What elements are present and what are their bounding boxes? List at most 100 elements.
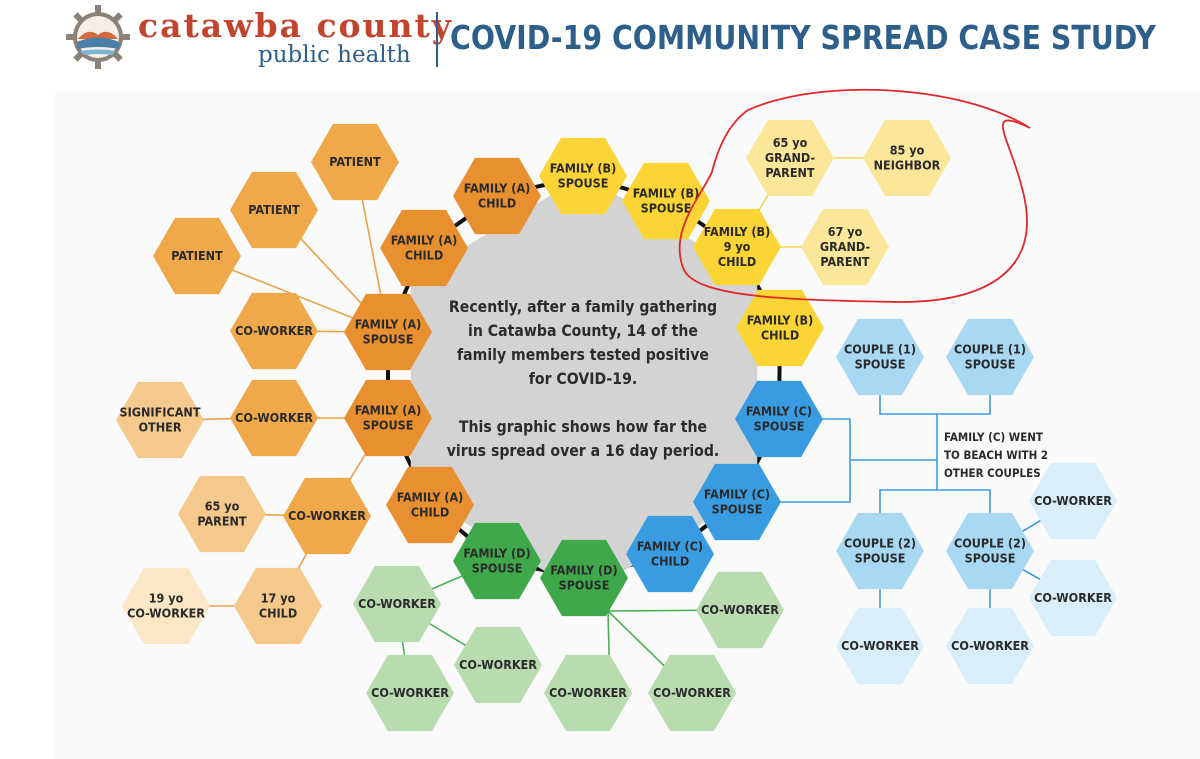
node-label: 65 yo xyxy=(205,499,240,514)
node-label: CO-WORKER xyxy=(235,410,313,425)
node-label: COUPLE (2) xyxy=(954,536,1026,551)
node-pat1: PATIENT xyxy=(311,123,399,201)
node-label: FAMILY (D) xyxy=(550,563,617,578)
node-cw_a1: CO-WORKER xyxy=(230,292,318,370)
node-label: CO-WORKER xyxy=(288,508,366,523)
node-label: SPOUSE xyxy=(712,502,763,517)
node-cw_g5: CO-WORKER xyxy=(544,654,632,732)
node-label: FAMILY (B) xyxy=(747,313,813,328)
node-label: SPOUSE xyxy=(855,551,906,566)
hexagon xyxy=(746,119,834,197)
node-cw_b3: CO-WORKER xyxy=(836,607,924,685)
node-c2b: COUPLE (2)SPOUSE xyxy=(946,512,1034,590)
node-label: SPOUSE xyxy=(472,561,523,576)
node-label: SPOUSE xyxy=(363,418,414,433)
node-cw_b1: CO-WORKER xyxy=(1029,462,1117,540)
node-fc_sp1: FAMILY (C)SPOUSE xyxy=(735,380,823,458)
node-fb_ch: FAMILY (B)CHILD xyxy=(736,289,824,367)
node-label: SPOUSE xyxy=(754,419,805,434)
node-pat2: PATIENT xyxy=(230,171,318,249)
node-cw_a3: CO-WORKER xyxy=(283,477,371,555)
node-cw_b4: CO-WORKER xyxy=(946,607,1034,685)
hexagon xyxy=(696,571,784,649)
hexagon xyxy=(344,293,432,371)
node-fd_sp1: FAMILY (D)SPOUSE xyxy=(453,522,541,600)
hexagon xyxy=(366,654,454,732)
node-fc_ch: FAMILY (C)CHILD xyxy=(626,515,714,593)
node-label: 9 yo xyxy=(724,239,751,254)
hexagon xyxy=(622,162,710,240)
hexagon xyxy=(946,512,1034,590)
node-label: CO-WORKER xyxy=(127,606,205,621)
node-label: CHILD xyxy=(259,606,297,621)
node-cw_g4: CO-WORKER xyxy=(366,654,454,732)
node-fc_sp2: FAMILY (C)SPOUSE xyxy=(693,463,781,541)
node-label: CHILD xyxy=(761,328,799,343)
hexagon xyxy=(648,654,736,732)
node-cw_g2: CO-WORKER xyxy=(696,571,784,649)
hexagon xyxy=(946,318,1034,396)
node-label: CHILD xyxy=(405,248,443,263)
node-cw_b2: CO-WORKER xyxy=(1029,559,1117,637)
node-fb_sp1: FAMILY (B)SPOUSE xyxy=(539,137,627,215)
node-label: CO-WORKER xyxy=(549,685,627,700)
link-fc_sp1-beach xyxy=(820,418,937,461)
node-label: CO-WORKER xyxy=(235,323,313,338)
hexagon xyxy=(311,123,399,201)
hexagon xyxy=(353,565,441,643)
beach-note: FAMILY (C) WENT TO BEACH WITH 2 OTHER CO… xyxy=(944,430,1049,480)
node-label: FAMILY (B) xyxy=(550,161,616,176)
node-label: SPOUSE xyxy=(855,357,906,372)
node-label: CO-WORKER xyxy=(1034,590,1112,605)
node-cw_g3: CO-WORKER xyxy=(454,626,542,704)
hexagon xyxy=(153,217,241,295)
hexagon xyxy=(836,512,924,590)
node-label: CO-WORKER xyxy=(701,602,779,617)
hexagon xyxy=(540,539,628,617)
link-fc_sp2-beach xyxy=(780,460,851,503)
node-fa_ch3: FAMILY (A)CHILD xyxy=(386,466,474,544)
node-label: FAMILY (B) xyxy=(704,224,770,239)
node-fb_sp2: FAMILY (B)SPOUSE xyxy=(622,162,710,240)
catawba-county-logo-icon xyxy=(66,5,130,69)
node-label: SPOUSE xyxy=(965,357,1016,372)
node-label: OTHER xyxy=(139,420,182,435)
node-label: CHILD xyxy=(718,254,756,269)
hexagon xyxy=(626,515,714,593)
node-label: FAMILY (C) xyxy=(746,404,812,419)
node-label: PARENT xyxy=(820,254,870,269)
hexagon xyxy=(693,463,781,541)
hexagon xyxy=(836,607,924,685)
node-cw_g1: CO-WORKER xyxy=(353,565,441,643)
hexagon xyxy=(283,477,371,555)
hexagon xyxy=(539,137,627,215)
node-label: FAMILY (A) xyxy=(391,233,458,248)
node-label: CO-WORKER xyxy=(951,638,1029,653)
node-label: GRAND- xyxy=(765,150,816,165)
node-label: FAMILY (A) xyxy=(464,181,531,196)
node-label: PATIENT xyxy=(329,154,381,169)
hexagon xyxy=(116,381,204,459)
hexagon xyxy=(736,289,824,367)
node-fd_sp2: FAMILY (D)SPOUSE xyxy=(540,539,628,617)
hexagon xyxy=(801,208,889,286)
header: catawba county public health COVID-19 CO… xyxy=(0,0,1200,80)
node-label: 19 yo xyxy=(149,591,184,606)
node-fa_sp2: FAMILY (A)SPOUSE xyxy=(344,379,432,457)
node-label: SPOUSE xyxy=(363,332,414,347)
node-label: GRAND- xyxy=(820,239,871,254)
node-label: PATIENT xyxy=(248,202,300,217)
node-fa_ch1: FAMILY (A)CHILD xyxy=(453,157,541,235)
central-hub-hexagon xyxy=(410,175,758,595)
node-fa_ch2: FAMILY (A)CHILD xyxy=(380,209,468,287)
node-label: CO-WORKER xyxy=(371,685,449,700)
node-label: FAMILY (A) xyxy=(355,317,422,332)
node-c1b: COUPLE (1)SPOUSE xyxy=(946,318,1034,396)
node-label: FAMILY (C) xyxy=(704,487,770,502)
node-label: CHILD xyxy=(411,505,449,520)
hexagon xyxy=(386,466,474,544)
node-label: 85 yo xyxy=(890,143,925,158)
